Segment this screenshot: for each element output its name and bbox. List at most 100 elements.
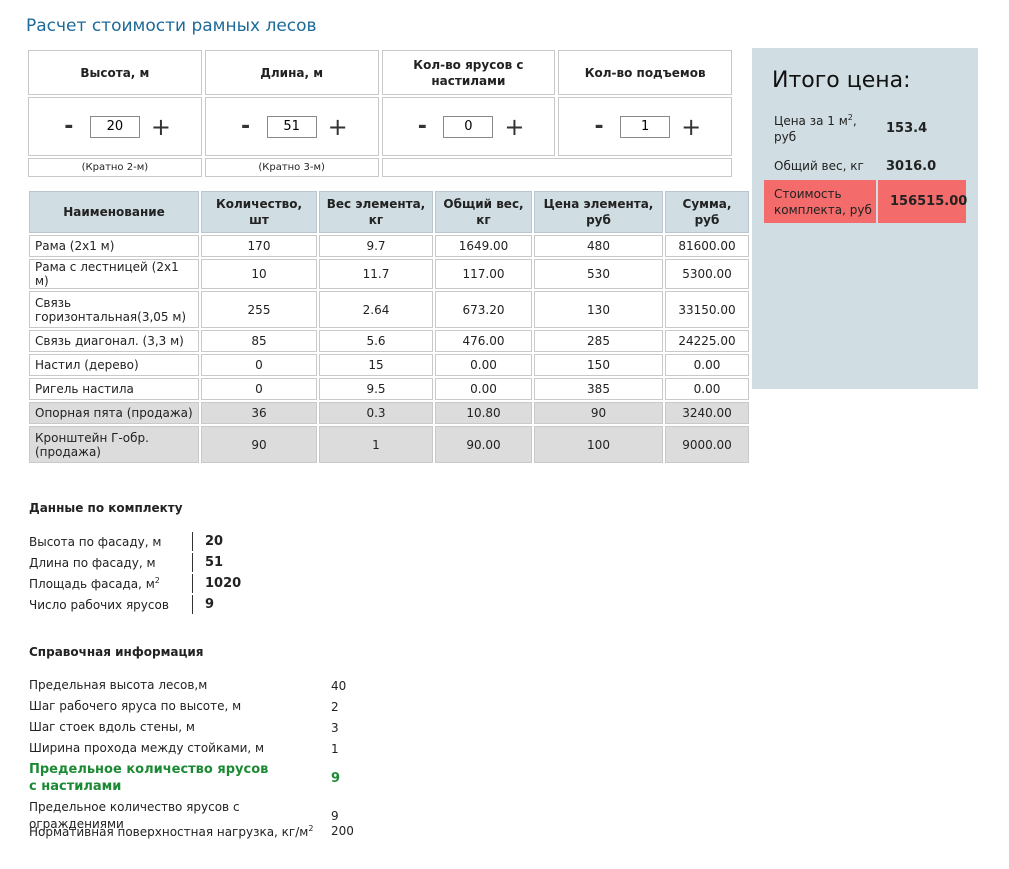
kit-row-tiers: Число рабочих ярусов 9 bbox=[29, 594, 214, 615]
param-label-length: Длина, м bbox=[204, 50, 379, 95]
reference-value: 9 bbox=[331, 809, 339, 823]
cell-total-weight: 0.00 bbox=[435, 378, 532, 400]
params-control-row: - + - + - + - + bbox=[28, 95, 732, 156]
table-row: Связь диагонал. (3,3 м) 85 5.6 476.00 28… bbox=[29, 330, 749, 352]
cell-item-weight: 5.6 bbox=[319, 330, 433, 352]
reference-label: Предельное количество ярусов с настилами bbox=[29, 762, 269, 794]
items-table: Наименование Количество, шт Вес элемента… bbox=[27, 189, 751, 465]
cell-item-weight: 2.64 bbox=[319, 291, 433, 328]
cell-total-weight: 0.00 bbox=[435, 354, 532, 376]
reference-label: Предельная высота лесов,м bbox=[29, 678, 208, 692]
height-hint: (Кратно 2-м) bbox=[28, 158, 202, 177]
table-row: Связь горизонтальная(3,05 м) 255 2.64 67… bbox=[29, 291, 749, 328]
reference-row-highlighted: Предельное количество ярусов с настилами… bbox=[29, 761, 340, 795]
cell-total-weight: 476.00 bbox=[435, 330, 532, 352]
cell-item-price: 100 bbox=[534, 426, 663, 463]
cell-total-weight: 1649.00 bbox=[435, 235, 532, 257]
param-label-lifts: Кол-во подъемов bbox=[558, 50, 732, 95]
reference-label: Ширина прохода между стойками, м bbox=[29, 741, 265, 755]
cell-quantity: 90 bbox=[201, 426, 317, 463]
reference-row: Ширина прохода между стойками, м 1 bbox=[29, 740, 339, 757]
cell-sum: 81600.00 bbox=[665, 235, 749, 257]
cell-sum: 3240.00 bbox=[665, 402, 749, 424]
cell-sum: 0.00 bbox=[665, 378, 749, 400]
length-hint: (Кратно 3-м) bbox=[204, 158, 379, 177]
kit-section-title: Данные по комплекту bbox=[29, 501, 183, 515]
cell-total-weight: 90.00 bbox=[435, 426, 532, 463]
reference-label: Шаг рабочего яруса по высоте, м bbox=[29, 699, 242, 713]
height-increment-button[interactable]: + bbox=[150, 112, 171, 141]
cell-item-price: 530 bbox=[534, 259, 663, 289]
cell-quantity: 36 bbox=[201, 402, 317, 424]
table-row: Кронштейн Г-обр. (продажа) 90 1 90.00 10… bbox=[29, 426, 749, 463]
col-header-name: Наименование bbox=[29, 191, 199, 233]
cell-sum: 24225.00 bbox=[665, 330, 749, 352]
cell-item-price: 150 bbox=[534, 354, 663, 376]
cell-quantity: 10 bbox=[201, 259, 317, 289]
table-header-row: Наименование Количество, шт Вес элемента… bbox=[29, 191, 749, 233]
tiers-increment-button[interactable]: + bbox=[504, 112, 525, 141]
kit-divider bbox=[192, 532, 193, 551]
cell-name: Рама с лестницей (2х1 м) bbox=[29, 259, 199, 289]
cell-quantity: 0 bbox=[201, 354, 317, 376]
tiers-decrement-button[interactable]: - bbox=[417, 114, 427, 139]
cell-total-weight: 673.20 bbox=[435, 291, 532, 328]
lifts-input[interactable] bbox=[620, 115, 671, 138]
cell-item-price: 285 bbox=[534, 330, 663, 352]
lifts-increment-button[interactable]: + bbox=[681, 112, 702, 141]
kit-label: Число рабочих ярусов bbox=[29, 597, 169, 612]
kit-divider bbox=[192, 595, 193, 614]
cell-name: Рама (2х1 м) bbox=[29, 235, 199, 257]
col-header-item-weight: Вес элемента, кг bbox=[319, 191, 433, 233]
kit-label: Длина по фасаду, м bbox=[29, 555, 156, 570]
kit-row-length: Длина по фасаду, м 51 bbox=[29, 552, 223, 573]
lifts-stepper: - + bbox=[558, 97, 732, 156]
reference-row: Шаг стоек вдоль стены, м 3 bbox=[29, 719, 339, 736]
kit-area-label-text: Площадь фасада, м bbox=[29, 577, 155, 591]
tiers-input[interactable] bbox=[443, 115, 494, 138]
height-decrement-button[interactable]: - bbox=[64, 114, 74, 139]
cell-total-weight: 10.80 bbox=[435, 402, 532, 424]
cell-name: Опорная пята (продажа) bbox=[29, 402, 199, 424]
reference-section-title: Справочная информация bbox=[29, 645, 204, 659]
kit-value: 20 bbox=[205, 534, 224, 549]
cell-name: Связь горизонтальная(3,05 м) bbox=[29, 291, 199, 328]
height-input[interactable] bbox=[89, 115, 140, 138]
reference-value: 1 bbox=[331, 741, 339, 756]
kit-value: 51 bbox=[205, 555, 224, 570]
reference-value: 9 bbox=[331, 770, 341, 786]
lifts-decrement-button[interactable]: - bbox=[594, 114, 604, 139]
tiers-stepper: - + bbox=[381, 97, 556, 156]
length-input[interactable] bbox=[266, 115, 317, 138]
table-row: Настил (дерево) 0 15 0.00 150 0.00 bbox=[29, 354, 749, 376]
cell-item-weight: 1 bbox=[319, 426, 433, 463]
table-row: Рама (2х1 м) 170 9.7 1649.00 480 81600.0… bbox=[29, 235, 749, 257]
kit-cost-row: Стоимость комплекта, руб 156515.00 bbox=[764, 180, 967, 223]
total-weight-value: 3016.0 bbox=[886, 158, 937, 174]
reference-load-label-text: Нормативная поверхностная нагрузка, кг/м bbox=[29, 825, 309, 839]
cell-name: Ригель настила bbox=[29, 378, 199, 400]
total-weight-row: Общий вес, кг 3016.0 bbox=[764, 156, 966, 176]
col-header-sum: Сумма, руб bbox=[665, 191, 749, 233]
cell-name: Кронштейн Г-обр. (продажа) bbox=[29, 426, 199, 463]
reference-row: Предельное количество ярусов с ограждени… bbox=[29, 799, 339, 833]
price-per-m2-row: Цена за 1 м2, руб 153.4 bbox=[764, 110, 966, 146]
length-decrement-button[interactable]: - bbox=[241, 114, 251, 139]
price-per-m2-sup: 2 bbox=[847, 113, 853, 122]
cell-item-price: 130 bbox=[534, 291, 663, 328]
price-per-m2-label: Цена за 1 м2, руб bbox=[764, 110, 874, 146]
length-increment-button[interactable]: + bbox=[327, 112, 348, 141]
kit-value: 1020 bbox=[205, 576, 242, 591]
cell-sum: 0.00 bbox=[665, 354, 749, 376]
cell-item-price: 90 bbox=[534, 402, 663, 424]
reference-row: Предельная высота лесов,м 40 bbox=[29, 677, 346, 694]
table-row: Рама с лестницей (2х1 м) 10 11.7 117.00 … bbox=[29, 259, 749, 289]
param-label-tiers: Кол-во ярусов с настилами bbox=[381, 50, 556, 95]
reference-label: Предельное количество ярусов с ограждени… bbox=[29, 800, 240, 831]
price-per-m2-suffix: , руб bbox=[774, 114, 857, 144]
reference-load-sup: 2 bbox=[308, 824, 314, 833]
total-weight-label: Общий вес, кг bbox=[774, 159, 864, 173]
price-per-m2-label-text: Цена за 1 м bbox=[774, 114, 848, 128]
height-stepper: - + bbox=[28, 97, 202, 156]
cell-sum: 5300.00 bbox=[665, 259, 749, 289]
